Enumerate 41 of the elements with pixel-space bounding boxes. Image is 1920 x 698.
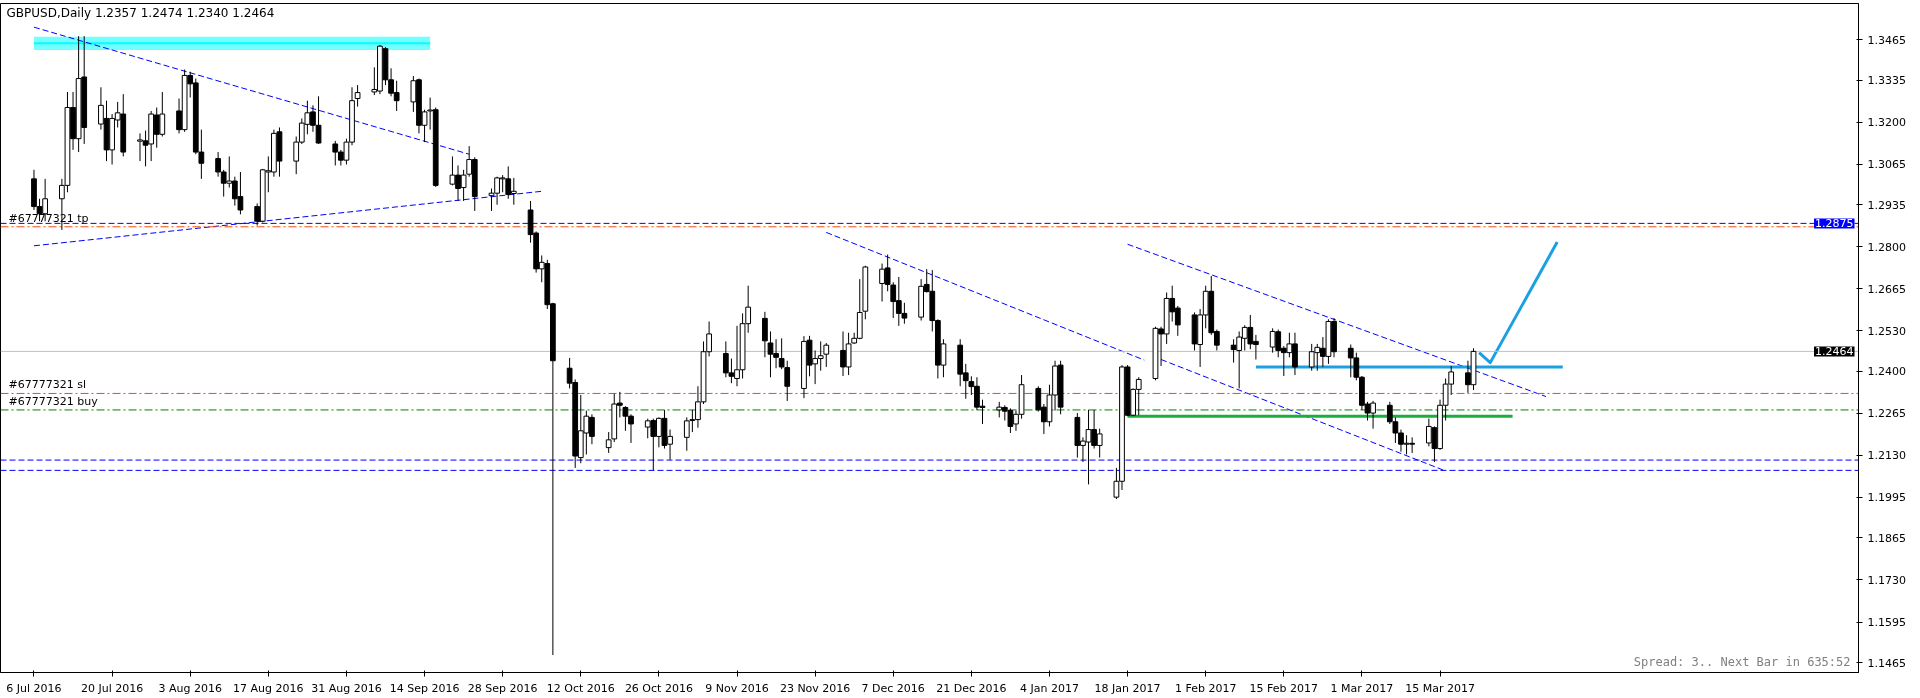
x-tick-label: 1 Mar 2017 xyxy=(1330,681,1394,695)
x-tick-label: 9 Nov 2016 xyxy=(705,681,769,695)
y-tick-label: 1.2400 xyxy=(1867,365,1906,379)
x-tick-label: 23 Nov 2016 xyxy=(779,681,851,695)
x-tick-label: 4 Jan 2017 xyxy=(1019,681,1079,695)
y-tick-label: 1.2130 xyxy=(1867,449,1906,463)
y-tick-label: 1.1595 xyxy=(1867,616,1906,630)
x-tick-label: 6 Jul 2016 xyxy=(6,681,62,695)
ref-line-label: 1.2875 xyxy=(1815,217,1854,231)
x-tick-label: 1 Feb 2017 xyxy=(1174,681,1237,695)
x-tick-label: 3 Aug 2016 xyxy=(158,681,222,695)
y-tick-label: 1.3335 xyxy=(1867,74,1906,88)
y-tick-label: 1.3065 xyxy=(1867,158,1906,172)
x-tick-label: 18 Jan 2017 xyxy=(1094,681,1161,695)
x-tick-label: 31 Aug 2016 xyxy=(311,681,382,695)
ref-line-label: #67777321 sl xyxy=(8,378,86,392)
x-tick-label: 28 Sep 2016 xyxy=(467,681,538,695)
chart-title: GBPUSD,Daily 1.2357 1.2474 1.2340 1.2464 xyxy=(6,5,275,20)
x-tick-label: 26 Oct 2016 xyxy=(624,681,693,695)
y-tick-label: 1.2265 xyxy=(1867,407,1906,421)
x-tick-label: 15 Feb 2017 xyxy=(1249,681,1319,695)
y-tick-label: 1.1995 xyxy=(1867,491,1906,505)
x-tick-label: 7 Dec 2016 xyxy=(861,681,925,695)
x-tick-label: 14 Sep 2016 xyxy=(389,681,460,695)
y-tick-label: 1.1465 xyxy=(1867,656,1906,670)
y-tick-label: 1.2935 xyxy=(1867,198,1906,212)
x-tick-label: 20 Jul 2016 xyxy=(80,681,144,695)
x-tick-label: 12 Oct 2016 xyxy=(546,681,615,695)
y-tick-label: 1.3200 xyxy=(1867,116,1906,130)
y-tick-label: 1.1865 xyxy=(1867,531,1906,545)
annotation: Spread: 3.. Next Bar in 635:52 xyxy=(1633,654,1851,669)
y-tick-label: 1.2800 xyxy=(1867,240,1906,254)
y-tick-label: 1.2665 xyxy=(1867,282,1906,296)
ref-line-label: 1.2464 xyxy=(1815,345,1854,359)
y-tick-label: 1.3465 xyxy=(1867,33,1906,47)
ref-line-label: #67777321 buy xyxy=(8,394,99,408)
y-tick-label: 1.2530 xyxy=(1867,324,1906,338)
y-tick-label: 1.1730 xyxy=(1867,574,1906,587)
x-tick-label: 15 Mar 2017 xyxy=(1405,681,1475,695)
x-tick-label: 17 Aug 2016 xyxy=(233,681,304,695)
x-tick-label: 21 Dec 2016 xyxy=(936,681,1007,695)
